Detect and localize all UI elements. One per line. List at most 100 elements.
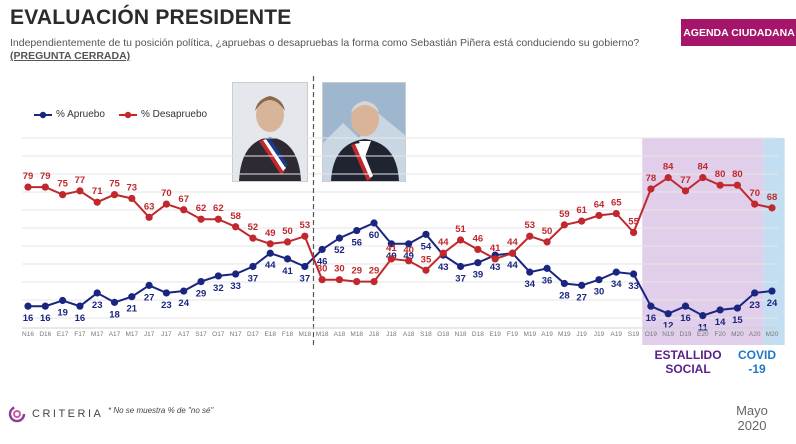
data-label: 53 [524, 220, 535, 231]
series-line-1 [28, 176, 773, 283]
data-point [681, 187, 690, 195]
data-label: 75 [109, 179, 120, 190]
data-point [560, 279, 568, 288]
data-label: 54 [421, 241, 432, 252]
data-point [353, 226, 361, 235]
data-label: 75 [57, 179, 68, 190]
x-tick-label: N18 [455, 331, 467, 338]
data-label: 23 [161, 300, 172, 311]
data-label: 49 [403, 251, 414, 262]
agenda-badge: AGENDA CIUDADANA [681, 19, 796, 46]
data-label: 34 [611, 279, 622, 290]
x-tick-label: E17 [57, 331, 69, 338]
brand-name: CRITERIA [32, 408, 104, 420]
x-tick-label: M18 [350, 331, 363, 338]
data-label: 44 [507, 237, 518, 248]
band-covid [763, 138, 785, 345]
x-tick-label: M17 [125, 331, 138, 338]
data-label: 19 [57, 307, 68, 318]
page-subtitle: Independientemente de tu posición políti… [10, 37, 650, 63]
data-point [41, 183, 49, 191]
data-point [232, 270, 240, 278]
data-label: 53 [300, 220, 311, 231]
data-label: 27 [144, 292, 155, 303]
x-tick-label: M19 [558, 331, 571, 338]
data-point [664, 174, 672, 182]
x-tick-label: A17 [178, 331, 190, 338]
data-label: 56 [351, 238, 362, 249]
data-point [197, 277, 205, 286]
data-label: 43 [438, 262, 449, 273]
data-label: 23 [92, 300, 103, 311]
data-point [370, 219, 378, 227]
data-point [422, 230, 430, 238]
data-label: 33 [230, 281, 241, 292]
data-point [301, 232, 309, 240]
data-label: 41 [282, 266, 293, 277]
x-tick-label: J19 [594, 331, 605, 338]
data-label: 63 [144, 201, 155, 212]
data-label: 84 [698, 162, 709, 173]
data-label: 28 [559, 290, 570, 301]
data-label: 50 [542, 226, 553, 237]
data-point [353, 277, 361, 286]
data-label: 59 [559, 209, 570, 220]
data-point [93, 198, 101, 206]
data-point [318, 276, 326, 284]
data-point [681, 302, 690, 310]
data-point [110, 191, 119, 199]
data-label: 36 [542, 275, 553, 286]
data-label: 61 [576, 205, 587, 216]
x-tick-label: M18 [316, 331, 329, 338]
data-point [422, 266, 430, 274]
x-tick-label: F20 [714, 331, 726, 338]
data-label: 24 [767, 298, 778, 309]
data-point [578, 281, 586, 289]
data-point [699, 312, 707, 320]
data-point [249, 234, 257, 242]
legend-item-aprueba: % Apruebo [34, 109, 105, 120]
data-point [733, 304, 741, 312]
data-point [578, 217, 586, 225]
data-label: 46 [473, 233, 484, 244]
data-label: 77 [75, 175, 86, 186]
footnote: * No se muestra % de "no sé" [108, 406, 214, 415]
report-date: Mayo 2020 [736, 403, 768, 433]
data-label: 16 [75, 313, 86, 324]
data-point [508, 249, 517, 257]
data-label: 78 [646, 173, 657, 184]
data-point [768, 204, 776, 212]
x-tick-label: A19 [541, 331, 553, 338]
data-point [716, 181, 724, 189]
data-label: 30 [334, 264, 345, 275]
data-point [335, 234, 344, 242]
x-tick-label: D17 [247, 331, 259, 338]
data-point [335, 276, 344, 284]
data-label: 52 [248, 222, 259, 233]
x-tick-label: N16 [22, 331, 34, 338]
data-point [629, 270, 638, 278]
data-label: 62 [213, 203, 224, 214]
data-label: 64 [594, 199, 605, 210]
legend-line-aprueba-icon [34, 111, 52, 118]
x-tick-label: D19 [680, 331, 692, 338]
data-label: 51 [455, 224, 466, 235]
legend-label-aprueba: % Apruebo [56, 109, 105, 120]
x-tick-label: S17 [195, 331, 207, 338]
data-label: 32 [213, 283, 224, 294]
data-point [110, 298, 119, 306]
data-point [59, 191, 67, 199]
data-label: 37 [248, 273, 259, 284]
data-label: 79 [40, 171, 51, 182]
data-label: 37 [300, 273, 311, 284]
data-label: 33 [628, 281, 639, 292]
data-label: 68 [767, 192, 778, 203]
x-tick-label: M20 [731, 331, 744, 338]
x-tick-label: N17 [230, 331, 242, 338]
data-label: 70 [161, 188, 172, 199]
data-point [768, 287, 776, 295]
data-label: 34 [524, 279, 535, 290]
legend-label-desaprueba: % Desapruebo [140, 109, 208, 120]
data-label: 16 [23, 313, 34, 324]
